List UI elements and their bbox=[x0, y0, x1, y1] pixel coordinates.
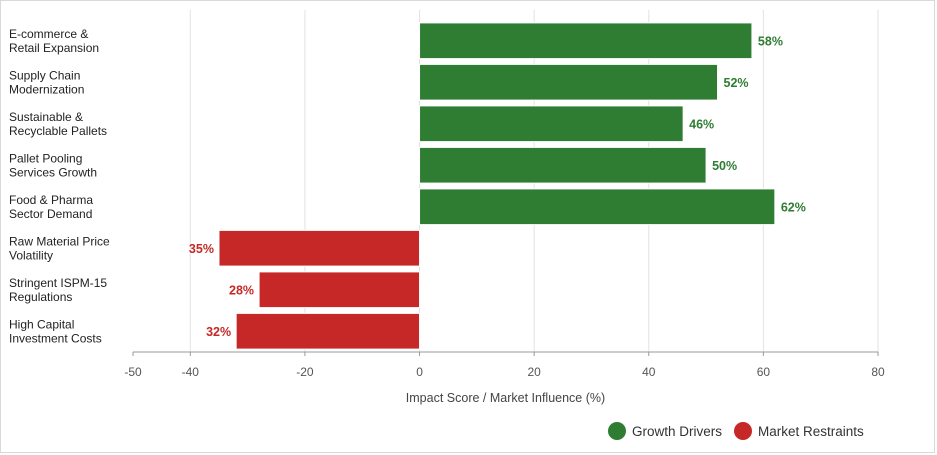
bar[interactable] bbox=[218, 229, 421, 267]
legend-label: Market Restraints bbox=[758, 424, 864, 439]
bars bbox=[218, 22, 776, 350]
category-labels: E-commerce & Retail Expansion Supply Chain… bbox=[9, 27, 110, 346]
legend: Growth Drivers Market Restraints bbox=[608, 422, 864, 440]
tick-label: 0 bbox=[416, 365, 423, 379]
legend-item[interactable]: Growth Drivers bbox=[608, 422, 722, 440]
data-label: 52% bbox=[724, 76, 749, 90]
bar[interactable] bbox=[419, 146, 707, 184]
legend-swatch bbox=[734, 422, 752, 440]
tick-label: 60 bbox=[757, 365, 771, 379]
bar[interactable] bbox=[419, 188, 776, 226]
category-label: Raw Material Price Volatility bbox=[9, 234, 110, 262]
category-label: Sustainable & Recyclable Pallets bbox=[9, 110, 107, 138]
category-label: Supply Chain Modernization bbox=[9, 68, 84, 96]
legend-label: Growth Drivers bbox=[632, 424, 722, 439]
category-label: High Capital Investment Costs bbox=[9, 317, 102, 345]
legend-item[interactable]: Market Restraints bbox=[734, 422, 864, 440]
data-labels: 58% 52% 46% 50% 62% 35% 28% 32% bbox=[189, 34, 806, 339]
tick-label: -40 bbox=[182, 365, 200, 379]
x-axis-title: Impact Score / Market Influence (%) bbox=[406, 391, 605, 405]
tick-label: 20 bbox=[527, 365, 541, 379]
category-label: E-commerce & Retail Expansion bbox=[9, 27, 99, 55]
data-label: 28% bbox=[229, 283, 254, 297]
category-label: Stringent ISPM-15 Regulations bbox=[9, 276, 107, 304]
bar[interactable] bbox=[419, 22, 753, 60]
data-label: 32% bbox=[206, 325, 231, 339]
bar[interactable] bbox=[258, 271, 421, 309]
data-label: 46% bbox=[689, 117, 714, 131]
tick-label: -50 bbox=[124, 365, 142, 379]
tick-label: 40 bbox=[642, 365, 656, 379]
bar[interactable] bbox=[419, 105, 684, 143]
data-label: 50% bbox=[712, 159, 737, 173]
data-label: 35% bbox=[189, 242, 214, 256]
category-label: Food & Pharma Sector Demand bbox=[9, 193, 93, 221]
category-label: Pallet Pooling Services Growth bbox=[9, 151, 97, 179]
bar[interactable] bbox=[419, 63, 719, 101]
bar[interactable] bbox=[235, 312, 421, 350]
legend-swatch bbox=[608, 422, 626, 440]
data-label: 58% bbox=[758, 34, 783, 48]
data-label: 62% bbox=[781, 200, 806, 214]
x-axis-ticks: -50 -40 -20 0 20 40 60 80 bbox=[124, 352, 885, 379]
tick-label: -20 bbox=[296, 365, 314, 379]
tick-label: 80 bbox=[871, 365, 885, 379]
